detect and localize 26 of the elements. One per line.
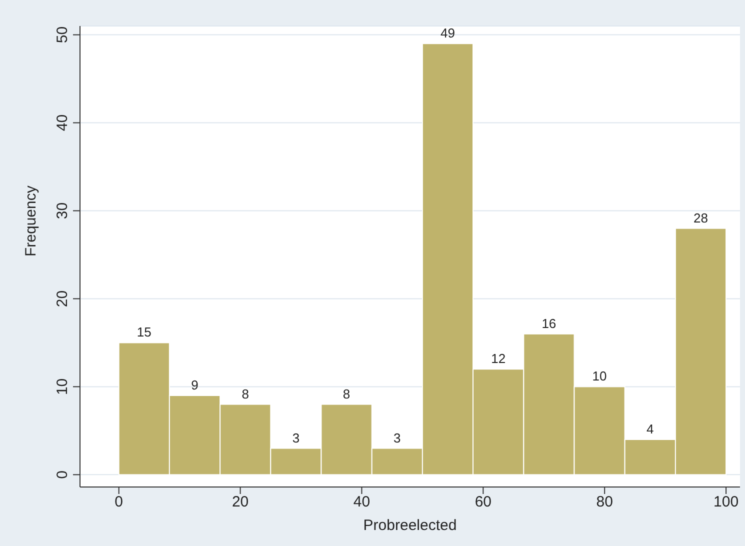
data-label: 8 <box>342 386 350 402</box>
data-label: 28 <box>694 210 708 226</box>
data-label: 15 <box>136 324 152 340</box>
x-tick-label: 100 <box>714 494 739 511</box>
data-label: 8 <box>242 386 249 402</box>
data-label: 3 <box>292 430 300 446</box>
x-tick-label: 80 <box>596 494 613 511</box>
y-tick-label: 50 <box>54 26 71 44</box>
data-label: 49 <box>440 26 455 41</box>
data-label: 4 <box>646 421 654 436</box>
data-label: 10 <box>592 368 607 384</box>
x-tick-label: 0 <box>114 494 124 511</box>
data-label: 16 <box>542 316 556 331</box>
y-tick-label: 30 <box>54 202 71 220</box>
y-tick-label: 20 <box>54 290 71 308</box>
data-label: 12 <box>491 351 506 366</box>
x-axis-title: Probreelected <box>363 517 457 534</box>
y-tick-label: 40 <box>54 114 71 132</box>
y-tick-label: 10 <box>54 378 71 396</box>
x-tick-label: 60 <box>474 494 492 511</box>
y-tick-label: 0 <box>54 470 71 479</box>
data-label: 3 <box>394 430 401 446</box>
data-label: 9 <box>191 378 198 393</box>
x-tick-label: 40 <box>353 494 370 511</box>
x-tick-label: 20 <box>232 494 249 511</box>
y-axis-title: Frequency <box>22 185 40 256</box>
